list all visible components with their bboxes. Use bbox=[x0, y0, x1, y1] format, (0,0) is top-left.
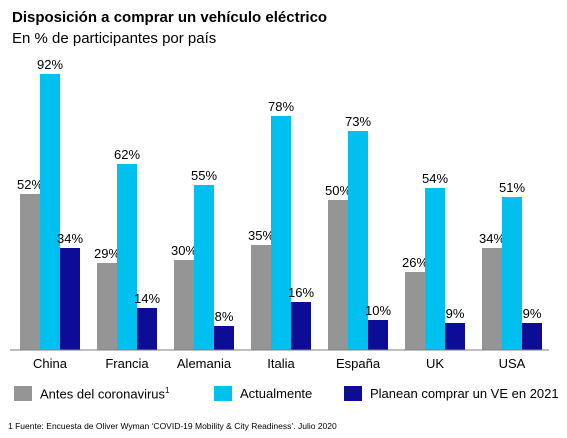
category-label: Italia bbox=[267, 356, 295, 371]
data-label: 29% bbox=[94, 246, 120, 261]
data-label: 54% bbox=[422, 171, 448, 186]
bar bbox=[368, 320, 388, 350]
data-label: 78% bbox=[268, 99, 294, 114]
data-label: 51% bbox=[499, 180, 525, 195]
data-label: 9% bbox=[523, 306, 542, 321]
bar bbox=[348, 131, 368, 350]
legend-item-actualmente: Actualmente bbox=[214, 386, 312, 401]
category-label: Francia bbox=[105, 356, 149, 371]
bar bbox=[174, 260, 194, 350]
data-label: 62% bbox=[114, 147, 140, 162]
data-label: 35% bbox=[248, 228, 274, 243]
data-label: 8% bbox=[215, 309, 234, 324]
legend-item-planean: Planean comprar un VE en 2021 bbox=[344, 386, 559, 401]
bar bbox=[445, 323, 465, 350]
bar bbox=[502, 197, 522, 350]
category-label: UK bbox=[426, 356, 444, 371]
bar bbox=[20, 194, 40, 350]
bar bbox=[291, 302, 311, 350]
bar bbox=[194, 185, 214, 350]
data-label: 26% bbox=[402, 255, 428, 270]
category-label: USA bbox=[499, 356, 526, 371]
legend-item-antes: Antes del coronavirus1 bbox=[14, 386, 169, 401]
bar bbox=[522, 323, 542, 350]
bar bbox=[137, 308, 157, 350]
data-label: 73% bbox=[345, 114, 371, 129]
chart-title: Disposición a comprar un vehículo eléctr… bbox=[12, 9, 328, 26]
legend-swatch-planean bbox=[344, 386, 362, 401]
data-label: 50% bbox=[325, 183, 351, 198]
bar bbox=[405, 272, 425, 350]
data-label: 55% bbox=[191, 168, 217, 183]
legend-swatch-actualmente bbox=[214, 386, 232, 401]
data-label: 34% bbox=[57, 231, 83, 246]
bar bbox=[271, 116, 291, 350]
data-label: 34% bbox=[479, 231, 505, 246]
data-label: 16% bbox=[288, 285, 314, 300]
bar bbox=[251, 245, 271, 350]
bar bbox=[40, 74, 60, 350]
legend-swatch-antes bbox=[14, 386, 32, 402]
bar bbox=[425, 188, 445, 350]
data-label: 14% bbox=[134, 291, 160, 306]
bar bbox=[117, 164, 137, 350]
footnote: 1 Fuente: Encuesta de Oliver Wyman ‘COVI… bbox=[8, 421, 337, 431]
bar-chart: 52% 92% 34% China 29% 62% 14% Francia 30% 55% 8% Al… bbox=[10, 57, 549, 371]
data-label: 9% bbox=[446, 306, 465, 321]
legend-label-planean: Planean comprar un VE en 2021 bbox=[370, 386, 559, 401]
legend-label-antes: Antes del coronavirus1 bbox=[40, 386, 170, 402]
category-label: España bbox=[336, 356, 381, 371]
category-label: Alemania bbox=[177, 356, 232, 371]
category-label: China bbox=[33, 356, 68, 371]
chart-legend: Antes del coronavirus1 Actualmente Plane… bbox=[14, 386, 564, 406]
data-label: 92% bbox=[37, 57, 63, 72]
bar bbox=[328, 200, 348, 350]
chart-subtitle: En % de participantes por país bbox=[12, 30, 217, 47]
data-label: 30% bbox=[171, 243, 197, 258]
legend-superscript: 1 bbox=[165, 386, 170, 395]
bar bbox=[60, 248, 80, 350]
legend-label-actualmente: Actualmente bbox=[240, 386, 313, 401]
bar bbox=[214, 326, 234, 350]
data-label: 52% bbox=[17, 177, 43, 192]
bar bbox=[482, 248, 502, 350]
bar bbox=[97, 263, 117, 350]
data-label: 10% bbox=[365, 303, 391, 318]
